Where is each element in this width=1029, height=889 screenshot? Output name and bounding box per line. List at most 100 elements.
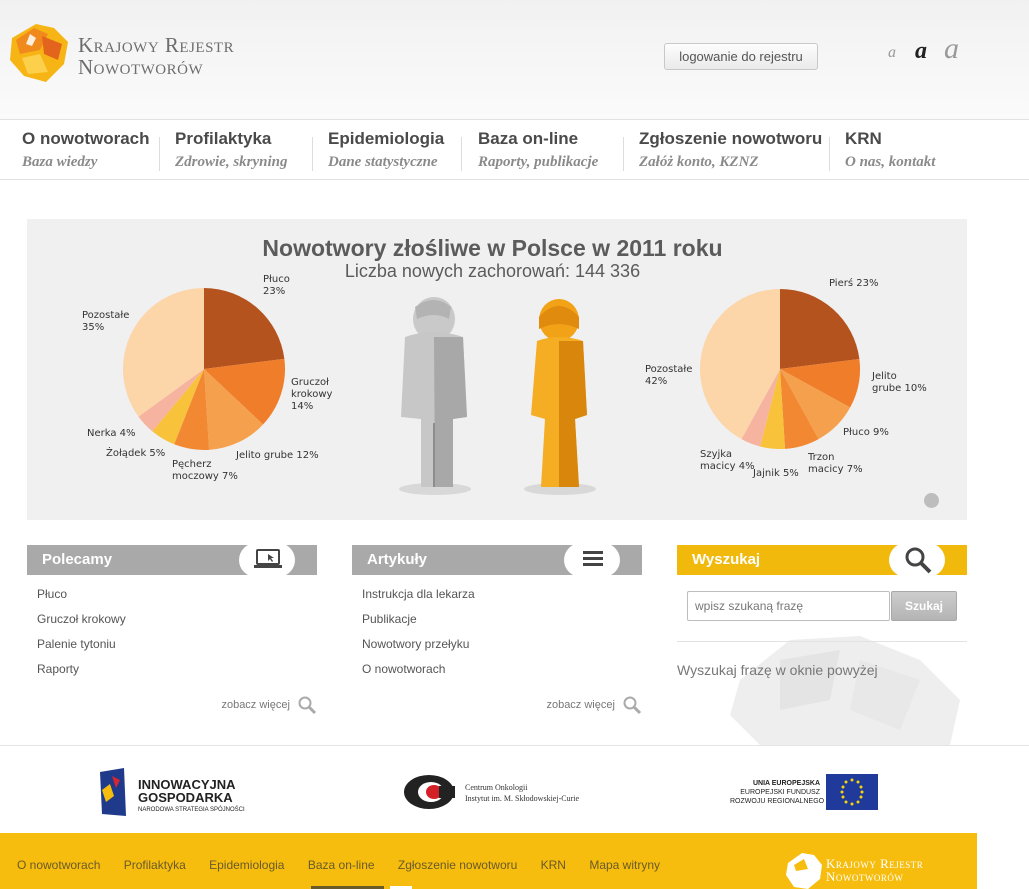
ue-line-2: EUROPEJSKI FUNDUSZ (740, 789, 820, 796)
pie-slice (152, 369, 204, 445)
list-item[interactable]: Palenie tytoniu (37, 637, 116, 651)
nav-subtitle: Raporty, publikacje (478, 154, 599, 170)
footer-link-epidemiologia[interactable]: Epidemiologia (209, 858, 285, 872)
footer-logo-icon[interactable] (784, 851, 824, 889)
footer-logo-text[interactable]: Krajowy Rejestr Nowotworów (826, 857, 923, 883)
pie-label: Płuco 23% (263, 274, 290, 297)
list-item[interactable]: O nowotworach (362, 662, 446, 676)
banner-subtitle: Liczba nowych zachorowań: 144 336 (344, 261, 641, 281)
pie-slice (760, 369, 786, 449)
footer-link-krn[interactable]: KRN (540, 858, 566, 872)
pie-label: Pierś 23% (829, 277, 878, 289)
more-label: zobacz więcej (221, 698, 290, 711)
nav-title: Baza on-line (478, 129, 579, 148)
footer-logo-line-1: Krajowy Rejestr (826, 856, 924, 871)
laptop-icon (239, 543, 295, 577)
divider (677, 641, 967, 642)
nav-title: O nowotworach (22, 129, 150, 148)
slider-dot[interactable] (924, 493, 939, 508)
banner-title: Nowotwory złośliwe w Polsce w 2011 roku (262, 235, 723, 261)
eu-flag-icon (826, 774, 878, 810)
nav-item-krn[interactable]: KRN O nas, kontakt (845, 129, 935, 175)
polecamy-title: Polecamy (42, 551, 113, 568)
artykuly-more-link[interactable]: zobacz więcej (546, 695, 642, 715)
innowacyjna-gospodarka-logo[interactable]: INNOWACYJNA GOSPODARKA NARODOWA STRATEGI… (96, 766, 245, 823)
artykuly-header: Artykuły (352, 543, 642, 577)
list-item[interactable]: Publikacje (362, 612, 417, 626)
search-button[interactable]: Szukaj (891, 591, 957, 621)
list-icon (564, 543, 620, 577)
nav-item-profilaktyka[interactable]: Profilaktyka Zdrowie, skryning (175, 129, 288, 175)
logo-line-1: Krajowy Rejestr (78, 33, 235, 57)
main-navigation: O nowotworach Baza wiedzy Profilaktyka Z… (0, 121, 1029, 180)
artykuly-panel: Artykuły Instrukcja dla lekarza Publikac… (352, 543, 642, 715)
login-button[interactable]: logowanie do rejestru (664, 43, 818, 70)
polecamy-header: Polecamy (27, 543, 317, 577)
logo-title[interactable]: Krajowy Rejestr Nowotworów (78, 34, 234, 78)
site-footer: O nowotworach Profilaktyka Epidemiologia… (0, 833, 977, 889)
artykuly-title: Artykuły (367, 551, 428, 568)
list-item[interactable]: Raporty (37, 662, 80, 676)
nav-title: KRN (845, 129, 882, 148)
nav-subtitle: Dane statystyczne (328, 154, 438, 170)
centrum-line-2: Instytut im. M. Skłodowskiej-Curie (465, 794, 579, 803)
pie-label: Jelito grube 12% (235, 450, 319, 461)
footer-link-baza-online[interactable]: Baza on-line (307, 858, 375, 872)
search-panel: Wyszukaj wpisz szukaną frazę Szukaj Wysz… (677, 543, 967, 678)
footer-link-o-nowotworach[interactable]: O nowotworach (17, 858, 101, 872)
ue-line-3: ROZWOJU REGIONALNEGO (730, 798, 825, 805)
list-item[interactable]: Gruczoł krokowy (37, 612, 126, 626)
polecamy-more-link[interactable]: zobacz więcej (221, 695, 317, 715)
list-item[interactable]: Instrukcja dla lekarza (362, 587, 475, 601)
nav-item-epidemiologia[interactable]: Epidemiologia Dane statystyczne (328, 129, 444, 175)
innowacyjna-line-2: GOSPODARKA (138, 790, 233, 805)
innowacyjna-logo-icon (100, 768, 126, 816)
statistics-banner[interactable]: Nowotwory złośliwe w Polsce w 2011 roku … (27, 219, 967, 520)
pie-label: Pęcherz moczowy 7% (172, 459, 238, 482)
polecamy-panel: Polecamy Płuco Gruczoł krokowy Palenie t… (27, 543, 317, 715)
footer-links: O nowotworach Profilaktyka Epidemiologia… (17, 858, 680, 872)
pie-label: Jajnik 5% (752, 468, 799, 479)
pie-slice (174, 369, 210, 450)
nav-divider (829, 137, 830, 171)
footer-link-profilaktyka[interactable]: Profilaktyka (123, 858, 186, 872)
pie-slice (780, 369, 819, 449)
footer-tab-indicator (390, 886, 412, 889)
innowacyjna-line-3: NARODOWA STRATEGIA SPÓJNOŚCI (138, 807, 245, 813)
pie-label: Gruczoł krokowy 14% (291, 377, 333, 412)
footer-link-zgloszenie[interactable]: Zgłoszenie nowotworu (397, 858, 518, 872)
centrum-logo-icon (404, 775, 455, 809)
list-item[interactable]: Płuco (37, 587, 68, 601)
ue-line-1: UNIA EUROPEJSKA (752, 780, 820, 787)
magnifier-icon (298, 696, 317, 715)
footer-link-mapa-witryny[interactable]: Mapa witryny (589, 858, 661, 872)
font-size-large-button[interactable]: a (944, 32, 959, 65)
pie-label: Pozostałe 42% (645, 364, 692, 387)
nav-item-o-nowotworach[interactable]: O nowotworach Baza wiedzy (22, 129, 150, 175)
list-item[interactable]: Nowotwory przełyku (362, 637, 470, 651)
nav-item-baza-online[interactable]: Baza on-line Raporty, publikacje (478, 129, 598, 175)
artykuly-list: Instrukcja dla lekarza Publikacje Nowotw… (352, 587, 642, 687)
pie-label: Żołądek 5% (106, 446, 165, 459)
nav-subtitle: O nas, kontakt (845, 154, 936, 170)
centrum-onkologii-logo[interactable]: Centrum Onkologii Instytut im. M. Skłodo… (403, 774, 579, 815)
font-size-small-button[interactable]: a (888, 44, 896, 61)
search-header: Wyszukaj (677, 543, 967, 577)
pie-label: Pozostałe 35% (82, 310, 129, 333)
krn-logo-icon[interactable] (6, 20, 72, 86)
magnifier-icon (623, 696, 642, 715)
footer-tab-indicator (311, 886, 384, 889)
nav-subtitle: Zdrowie, skryning (175, 154, 288, 170)
female-figure-icon (524, 299, 596, 495)
pie-label: Szyjka macicy 4% (700, 449, 755, 472)
pie-slice (700, 289, 780, 440)
nav-title: Epidemiologia (328, 129, 445, 148)
font-size-medium-button[interactable]: a (915, 38, 927, 64)
nav-divider (312, 137, 313, 171)
logo-line-2: Nowotworów (78, 55, 204, 79)
site-header: Krajowy Rejestr Nowotworów logowanie do … (0, 0, 1029, 120)
pie-slice (741, 369, 780, 447)
search-input[interactable]: wpisz szukaną frazę (687, 591, 890, 621)
pie-label: Trzon macicy 7% (807, 452, 863, 475)
nav-item-zgloszenie[interactable]: Zgłoszenie nowotworu Załóż konto, KZNZ (639, 129, 822, 175)
